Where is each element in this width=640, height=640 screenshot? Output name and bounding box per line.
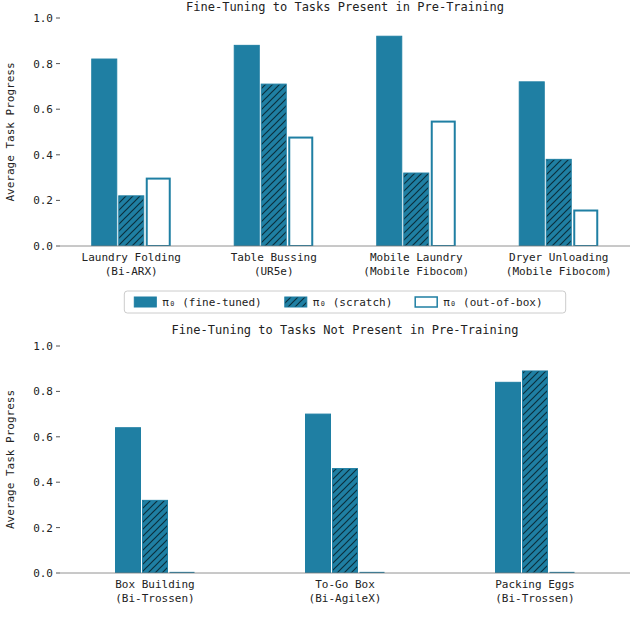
x-tick-label: Dryer Unloading(Mobile Fibocom)	[506, 251, 612, 278]
y-tick	[56, 527, 60, 528]
y-tick	[56, 246, 60, 247]
legend-label: π₀ (scratch)	[313, 296, 392, 309]
bar	[432, 122, 455, 246]
x-tick-label: Box Building(Bi-Trossen)	[115, 578, 194, 605]
y-tick-label: 0.6	[33, 431, 53, 444]
y-tick-label: 0.8	[33, 385, 53, 398]
chart-title: Fine-Tuning to Tasks Not Present in Pre-…	[172, 323, 519, 337]
bar	[261, 84, 286, 246]
bar	[143, 500, 168, 573]
y-tick	[56, 573, 60, 574]
x-tick-label: Table Bussing(UR5e)	[231, 251, 317, 278]
bar	[333, 469, 358, 573]
y-tick-label: 0.4	[33, 476, 53, 489]
bar	[523, 371, 548, 573]
y-tick-label: 0.0	[33, 240, 53, 253]
x-tick-label: Laundry Folding(Bi-ARX)	[82, 251, 181, 278]
y-tick	[56, 391, 60, 392]
bar	[546, 159, 571, 246]
bar	[377, 36, 402, 246]
x-axis	[60, 246, 630, 247]
bars	[92, 36, 598, 246]
y-tick-label: 0.4	[33, 149, 53, 162]
y-tick-label: 0.6	[33, 103, 53, 116]
y-axis-label: Average Task Progress	[4, 390, 17, 529]
y-tick	[56, 63, 60, 64]
bar	[289, 138, 312, 246]
bar	[306, 414, 331, 573]
x-tick-label: Mobile Laundry(Mobile Fibocom)	[363, 251, 469, 278]
x-tick-label: Packing Eggs(Bi-Trossen)	[495, 578, 574, 605]
legend-frame	[124, 291, 565, 313]
legend-swatch	[285, 297, 307, 307]
y-tick-label: 1.0	[33, 12, 53, 25]
bar	[496, 382, 521, 573]
y-tick-label: 0.0	[33, 567, 53, 580]
y-axis-label: Average Task Progress	[4, 62, 17, 201]
legend-label: π₀ (fine-tuned)	[162, 296, 261, 309]
bar	[404, 173, 429, 246]
y-tick	[56, 154, 60, 155]
bar	[574, 211, 597, 246]
x-axis	[60, 573, 630, 574]
bar	[147, 179, 170, 246]
y-tick	[56, 200, 60, 201]
y-tick	[56, 436, 60, 437]
bar	[116, 428, 141, 573]
subplot: Fine-Tuning to Tasks Not Present in Pre-…	[4, 323, 630, 605]
chart-title: Fine-Tuning to Tasks Present in Pre-Trai…	[186, 0, 504, 14]
y-tick-label: 0.8	[33, 58, 53, 71]
subplot: Fine-Tuning to Tasks Present in Pre-Trai…	[4, 0, 630, 313]
y-tick-label: 1.0	[33, 340, 53, 353]
legend-swatch	[134, 297, 156, 307]
y-tick-label: 0.2	[33, 194, 53, 207]
bar	[234, 45, 259, 246]
legend-label: π₀ (out-of-box)	[443, 296, 542, 309]
y-tick	[56, 109, 60, 110]
figure: Fine-Tuning to Tasks Present in Pre-Trai…	[0, 0, 640, 640]
bars	[116, 371, 574, 573]
legend: π₀ (fine-tuned) π₀ (scratch) π₀ (out-of-bo…	[124, 291, 565, 313]
y-tick-label: 0.2	[33, 522, 53, 535]
x-tick-label: To-Go Box(Bi-AgileX)	[309, 578, 382, 605]
legend-swatch	[415, 297, 437, 307]
y-tick	[56, 482, 60, 483]
bar	[92, 59, 117, 246]
bar	[119, 196, 144, 246]
bar	[519, 82, 544, 246]
y-tick	[56, 346, 60, 347]
y-tick	[56, 18, 60, 19]
